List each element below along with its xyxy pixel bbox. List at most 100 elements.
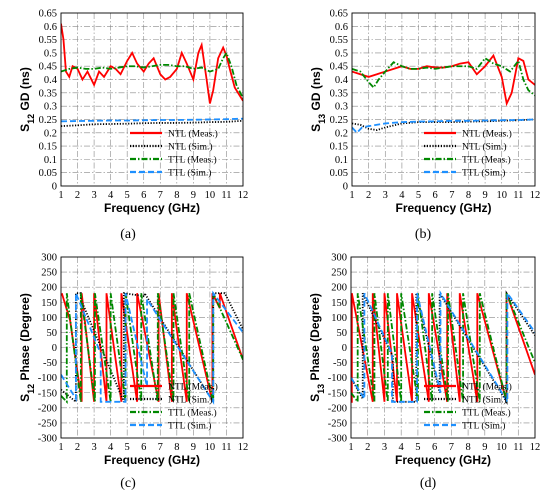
- x-tick-label: 2: [75, 442, 80, 453]
- y-axis-label: S13 GD (ns): [309, 67, 327, 132]
- legend-label: NTL (Meas.): [462, 382, 512, 393]
- x-axis-label: Frequency (GHz): [395, 201, 491, 215]
- y-tick-label: -100: [328, 373, 347, 384]
- x-axis-label: Frequency (GHz): [104, 201, 200, 215]
- chart-panel: 1 2 3 4 5 6 7 8 9 10 11 1200.050.10.150.20.250.30.3…: [18, 9, 248, 243]
- y-tick-label: -50: [43, 358, 57, 369]
- plot-frame: [60, 12, 244, 187]
- chart-panel: 1 2 3 4 5 6 7 8 9 10 11 12-300-250-200-150-100-5005…: [308, 253, 540, 492]
- y-tick-label: 0.35: [330, 88, 348, 99]
- x-tick-label: 1: [58, 442, 63, 453]
- series-line: [351, 292, 535, 405]
- x-tick-label: 12: [238, 442, 249, 453]
- y-axis-label: S12 GD (ns): [18, 67, 36, 132]
- series-line: [61, 290, 243, 405]
- x-tick-label: 4: [108, 442, 114, 453]
- x-tick-label: 8: [465, 442, 470, 453]
- legend-label: TTL (Meas.): [462, 408, 511, 419]
- y-tick-label: 300: [41, 253, 57, 264]
- legend: NTL (Meas.) NTL (Sim.) TTL (Meas.) TTL (Sim…: [424, 129, 512, 179]
- x-tick-label: 6: [141, 190, 146, 201]
- x-tick-label: 4: [108, 190, 114, 201]
- x-tick-label: 5: [125, 190, 130, 201]
- y-tick-label: 150: [41, 298, 57, 309]
- x-tick-label: 12: [530, 442, 541, 453]
- x-tick-label: 9: [191, 442, 196, 453]
- x-tick-label: 5: [416, 190, 421, 201]
- y-tick-label: 0.45: [39, 62, 57, 73]
- y-tick-label: 0.1: [335, 155, 348, 166]
- x-tick-label: 11: [221, 190, 231, 201]
- y-tick-label: 50: [47, 328, 58, 339]
- legend-label: TTL (Meas.): [462, 155, 511, 166]
- panel-caption: (c): [120, 476, 136, 491]
- y-tick-label: -150: [328, 388, 347, 399]
- legend-label: NTL (Meas.): [168, 129, 218, 140]
- y-tick-label: -250: [328, 418, 347, 429]
- x-axis-label: Frequency (GHz): [104, 453, 200, 467]
- chart-panel: 1 2 3 4 5 6 7 8 9 10 11 12-300-250-200-150-100-5005…: [18, 253, 248, 492]
- y-tick-label: 50: [337, 328, 348, 339]
- y-tick-label: -100: [38, 373, 57, 384]
- series-line: [61, 50, 243, 99]
- legend-label: TTL (Meas.): [168, 155, 217, 166]
- x-tick-label: 1: [58, 190, 63, 201]
- y-tick-label: 150: [331, 298, 347, 309]
- y-tick-label: -50: [333, 358, 347, 369]
- x-tick-label: 10: [205, 190, 216, 201]
- x-tick-label: 3: [91, 190, 96, 201]
- legend-label: NTL (Meas.): [168, 382, 218, 393]
- x-tick-label: 11: [513, 442, 523, 453]
- legend-label: NTL (Sim.): [462, 142, 507, 153]
- series-line: [351, 290, 535, 405]
- y-tick-label: -300: [38, 434, 57, 445]
- y-tick-label: 200: [331, 283, 347, 294]
- y-tick-label: 250: [41, 268, 57, 279]
- x-axis-label: Frequency (GHz): [395, 453, 491, 467]
- y-tick-label: 0.15: [39, 142, 57, 153]
- y-tick-label: 0: [343, 182, 348, 193]
- y-tick-label: 100: [331, 313, 347, 324]
- x-tick-label: 2: [75, 190, 80, 201]
- panel-caption: (a): [120, 227, 136, 242]
- x-tick-label: 10: [496, 190, 507, 201]
- x-tick-label: 9: [191, 190, 196, 201]
- series-line: [352, 118, 535, 135]
- plot-frame: [351, 12, 536, 187]
- x-tick-label: 7: [158, 442, 163, 453]
- legend-label: TTL (Sim.): [168, 421, 211, 432]
- x-tick-label: 9: [482, 442, 487, 453]
- chart-panel: 1 2 3 4 5 6 7 8 9 10 11 1200.050.10.150.20.250.30.3…: [309, 9, 540, 243]
- x-tick-label: 3: [383, 190, 388, 201]
- panel-caption: (b): [415, 227, 432, 242]
- y-tick-label: 0: [52, 343, 57, 354]
- x-tick-label: 7: [449, 442, 454, 453]
- y-tick-label: 0.65: [39, 9, 57, 20]
- series-line: [61, 292, 243, 405]
- y-tick-label: 0.35: [39, 88, 57, 99]
- legend: NTL (Meas.) NTL (Sim.) TTL (Meas.) TTL (Sim…: [130, 382, 218, 432]
- x-tick-label: 5: [125, 442, 130, 453]
- x-tick-label: 4: [399, 442, 405, 453]
- y-tick-label: -200: [328, 403, 347, 414]
- series-line: [61, 119, 243, 128]
- y-tick-label: 0.25: [330, 115, 348, 126]
- y-tick-label: 0.15: [330, 142, 348, 153]
- x-tick-label: 3: [91, 442, 96, 453]
- x-tick-label: 11: [513, 190, 523, 201]
- x-tick-label: 1: [348, 442, 353, 453]
- y-tick-label: 0.05: [39, 168, 57, 179]
- x-tick-label: 2: [366, 190, 371, 201]
- series-line: [61, 117, 243, 123]
- y-tick-label: 100: [41, 313, 57, 324]
- x-tick-label: 2: [365, 442, 370, 453]
- series-line: [351, 292, 535, 403]
- y-tick-label: 0.4: [335, 75, 349, 86]
- y-tick-label: -200: [38, 403, 57, 414]
- y-tick-label: 0: [342, 343, 347, 354]
- y-tick-label: 0.1: [44, 155, 57, 166]
- y-tick-label: 0.05: [330, 168, 348, 179]
- y-tick-label: 0.5: [335, 48, 348, 59]
- legend-label: TTL (Meas.): [168, 408, 217, 419]
- y-tick-label: 0.4: [44, 75, 58, 86]
